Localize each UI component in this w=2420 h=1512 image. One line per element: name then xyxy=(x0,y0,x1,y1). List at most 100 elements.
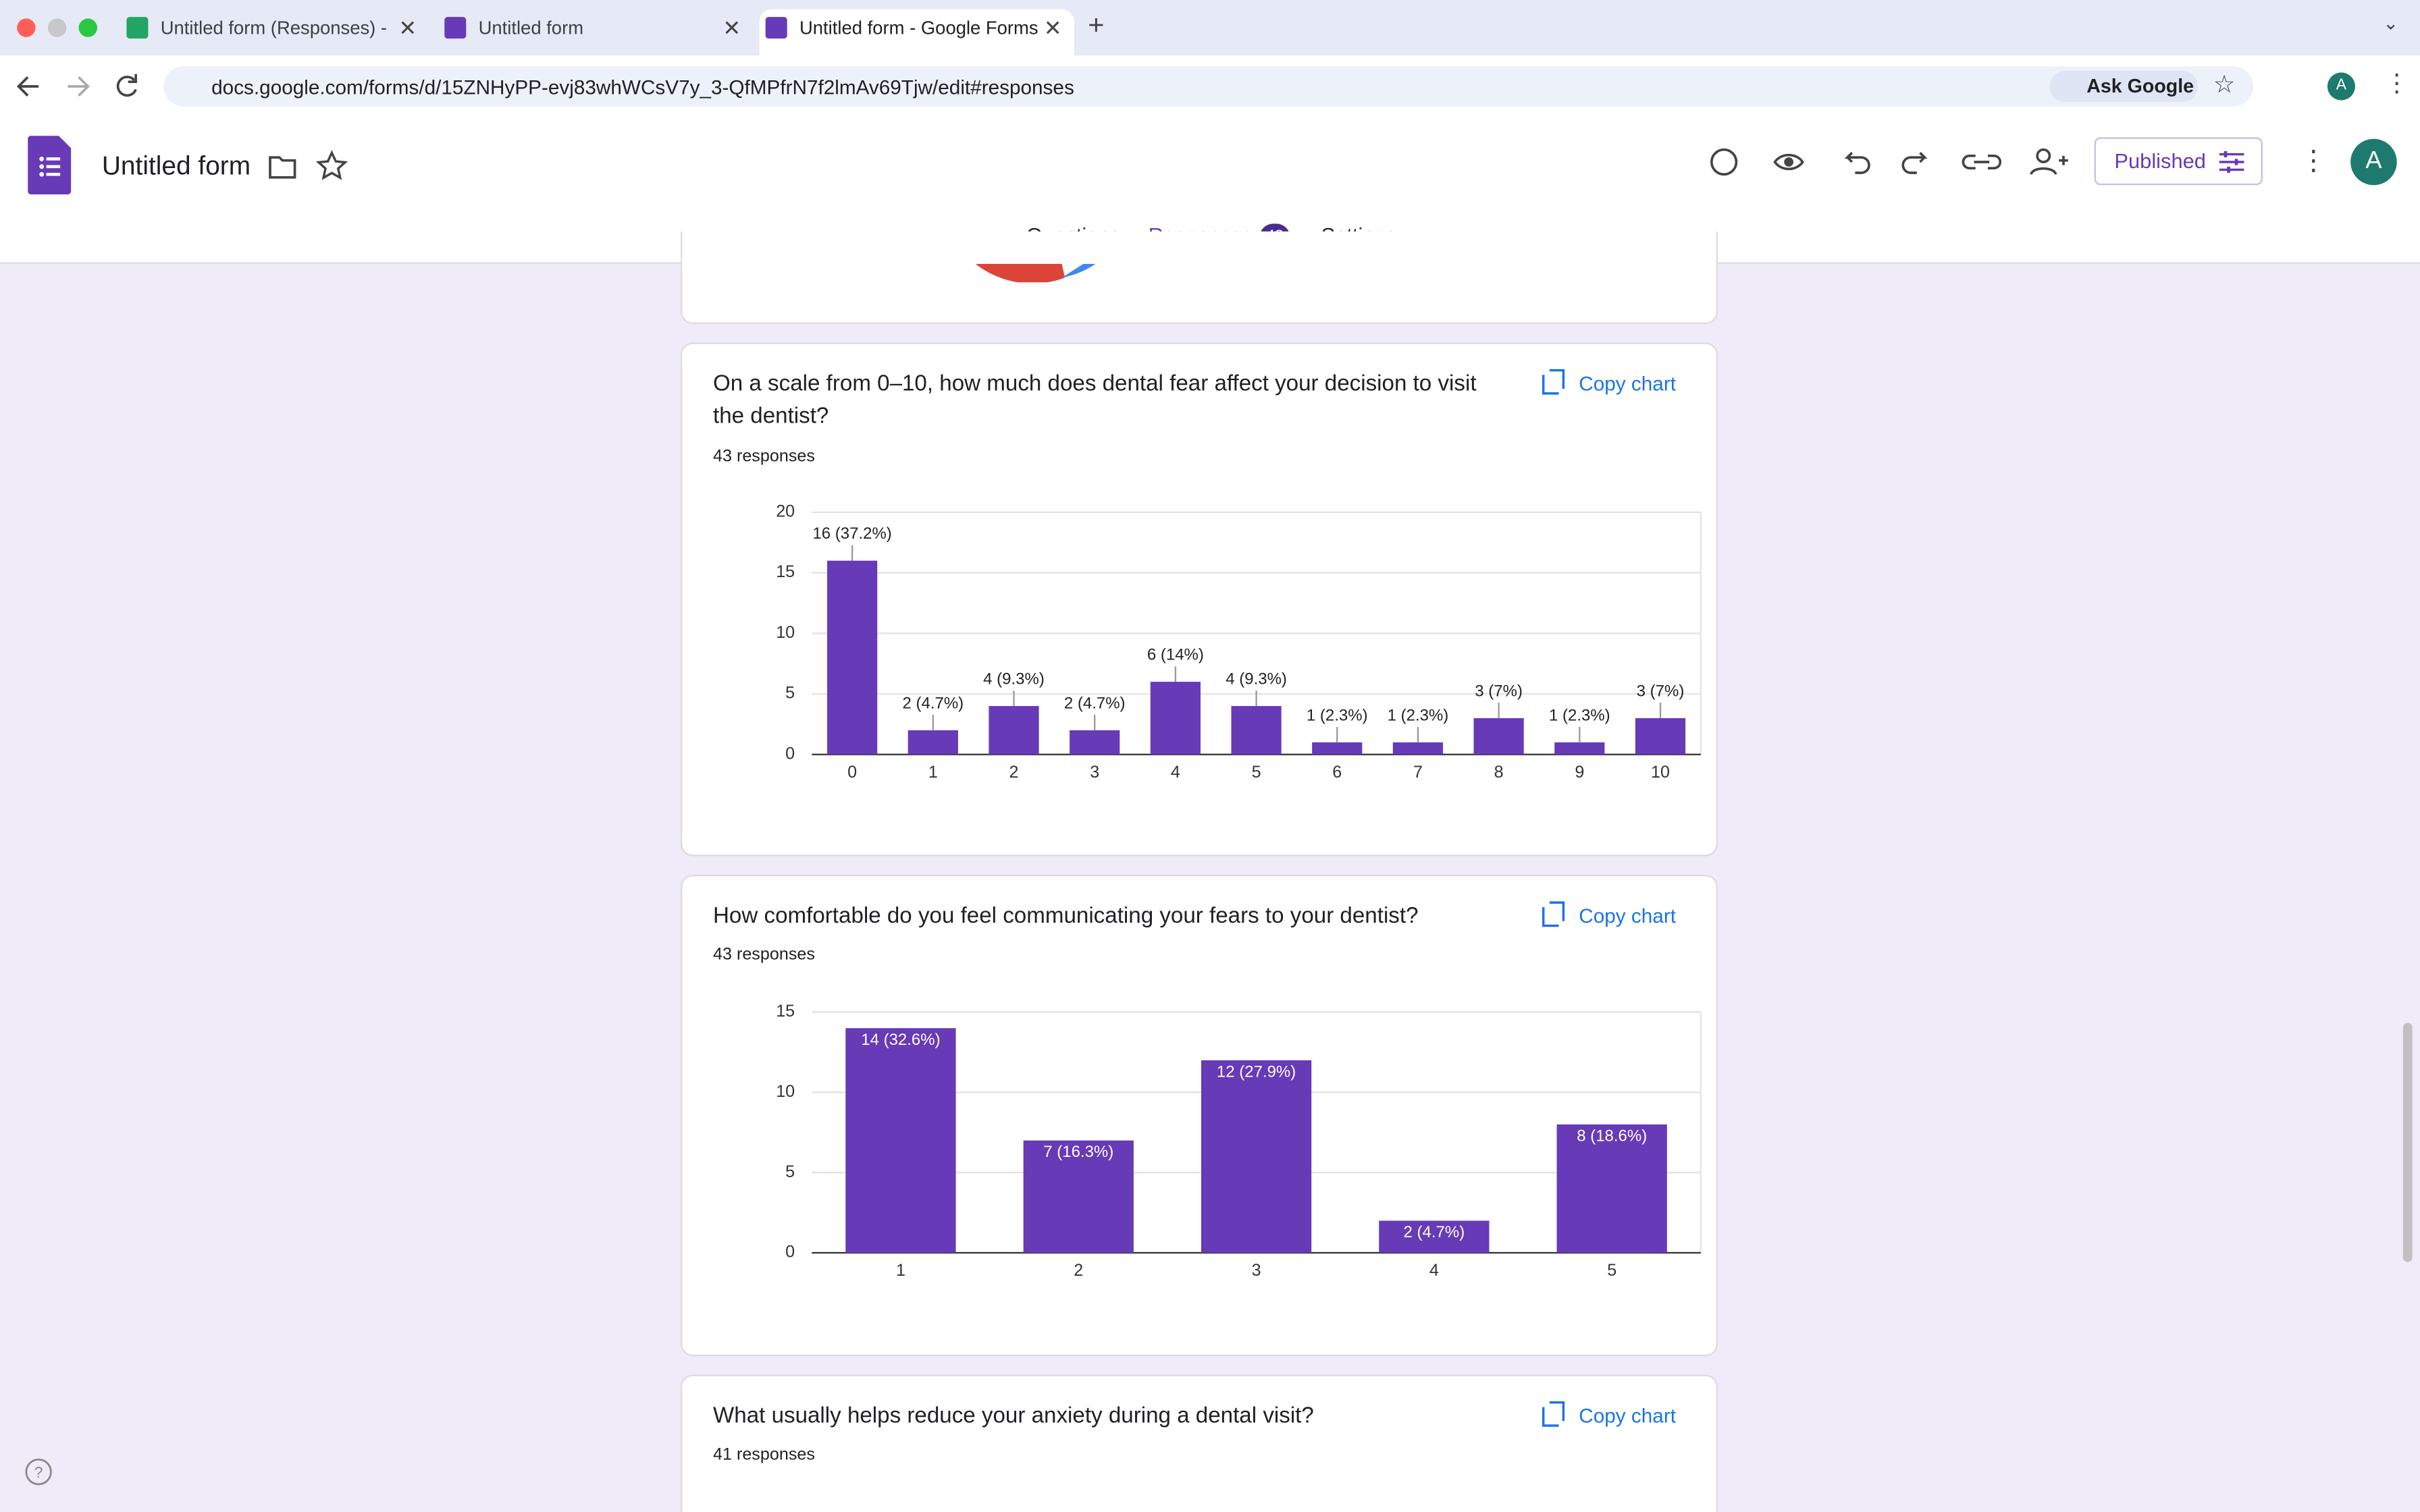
header-tools xyxy=(1710,148,2068,176)
value-label: 7 (16.3%) xyxy=(1043,1143,1113,1161)
ask-google-button[interactable] xyxy=(2049,71,2198,102)
new-tab[interactable]: + xyxy=(1088,9,1105,40)
y-tick-label: 5 xyxy=(785,684,795,703)
y-tick-label: 10 xyxy=(776,623,795,642)
title-icons xyxy=(269,150,348,180)
x-tick-label: 1 xyxy=(896,1261,905,1280)
bookmark-star[interactable]: ☆ xyxy=(2213,72,2236,99)
x-tick-label: 3 xyxy=(1252,1261,1261,1280)
bar xyxy=(1201,1060,1312,1253)
y-tick-label: 15 xyxy=(776,562,795,581)
bar xyxy=(1635,718,1686,755)
x-tick-label: 4 xyxy=(1171,763,1180,782)
browser-menu[interactable]: ⋮ xyxy=(2384,71,2409,97)
question-text: How comfortable do you feel communicatin… xyxy=(712,904,1419,929)
value-label: 4 (9.3%) xyxy=(1226,670,1287,688)
y-tick-label: 0 xyxy=(785,744,795,763)
x-tick-label: 8 xyxy=(1494,763,1504,782)
value-label: 1 (2.3%) xyxy=(1307,706,1368,724)
svg-text:?: ? xyxy=(34,1463,43,1481)
x-tick-label: 4 xyxy=(1429,1261,1439,1280)
pie-fragment xyxy=(975,263,1096,283)
active-tab[interactable]: Untitled form - Google Forms ✕ xyxy=(759,9,1074,56)
x-tick-label: 1 xyxy=(928,763,938,782)
bar xyxy=(1312,742,1363,755)
x-tick-label: 5 xyxy=(1607,1261,1616,1280)
previous-card xyxy=(680,231,1718,324)
tab-menu[interactable]: ⌄ xyxy=(2383,12,2399,34)
url: docs.google.com/forms/d/15ZNHyPP-evj83wh… xyxy=(211,75,1074,99)
y-tick-label: 20 xyxy=(776,502,795,520)
bar xyxy=(845,1028,956,1253)
more-menu[interactable]: ⋮ xyxy=(2299,144,2327,176)
bar xyxy=(1023,1140,1134,1253)
value-label: 16 (37.2%) xyxy=(812,524,891,543)
x-tick-label: 3 xyxy=(1090,763,1099,782)
published-label: Published xyxy=(2114,149,2206,173)
x-tick-label: 7 xyxy=(1413,763,1423,782)
x-tick-label: 10 xyxy=(1651,763,1670,782)
copy-chart[interactable]: Copy chart xyxy=(1579,1403,1676,1428)
bar xyxy=(1473,718,1524,755)
copy-chart[interactable]: Copy chart xyxy=(1579,904,1676,927)
response-count: 41 responses xyxy=(712,1445,815,1465)
ask-google-label: Ask Google xyxy=(2086,75,2194,97)
bar xyxy=(1070,730,1120,755)
bar xyxy=(1379,1220,1490,1253)
bar xyxy=(1556,1124,1667,1253)
question-card: What usually helps reduce your anxiety d… xyxy=(680,1374,1718,1512)
forms-logo xyxy=(28,136,72,194)
value-label: 6 (14%) xyxy=(1147,646,1204,664)
x-tick-label: 2 xyxy=(1074,1261,1083,1280)
response-count: 43 responses xyxy=(712,447,815,466)
bar xyxy=(1554,742,1605,755)
form-title[interactable]: Untitled form xyxy=(101,151,251,181)
x-tick-label: 5 xyxy=(1252,763,1261,782)
published-button[interactable] xyxy=(2094,137,2263,186)
bar xyxy=(1392,742,1444,755)
account-avatar[interactable]: A xyxy=(2350,138,2397,186)
value-label: 4 (9.3%) xyxy=(983,670,1045,688)
bar xyxy=(827,560,878,755)
bar xyxy=(1150,682,1201,755)
value-label: 2 (4.7%) xyxy=(902,694,964,712)
x-tick-label: 2 xyxy=(1009,763,1019,782)
tab[interactable]: Untitled form ✕ xyxy=(438,9,753,56)
y-tick-label: 10 xyxy=(776,1082,795,1101)
bar xyxy=(989,705,1039,755)
nav-buttons xyxy=(16,74,137,97)
tab-title: Untitled form xyxy=(478,17,584,39)
question-text: What usually helps reduce your anxiety d… xyxy=(712,1403,1314,1429)
value-label: 12 (27.9%) xyxy=(1217,1062,1296,1081)
tab-title: Untitled form (Responses) - Google Sheet… xyxy=(160,17,389,39)
window-controls xyxy=(17,18,97,37)
value-label: 1 (2.3%) xyxy=(1388,706,1449,724)
x-tick-label: 0 xyxy=(847,763,857,782)
profile-avatar[interactable]: A xyxy=(2327,72,2355,101)
value-label: 2 (4.7%) xyxy=(1064,694,1126,712)
x-tick-label: 6 xyxy=(1332,763,1342,782)
y-tick-label: 15 xyxy=(776,1002,795,1021)
published-icon xyxy=(2219,151,2244,173)
question-text: On a scale from 0–10, how much does dent… xyxy=(712,371,1477,429)
response-count: 43 responses xyxy=(712,946,815,965)
value-label: 3 (7%) xyxy=(1475,682,1523,700)
bar xyxy=(908,730,958,755)
value-label: 14 (32.6%) xyxy=(861,1031,940,1049)
value-label: 2 (4.7%) xyxy=(1404,1223,1465,1241)
y-tick-label: 5 xyxy=(785,1162,795,1181)
tab[interactable]: Untitled form (Responses) - Google Sheet… xyxy=(120,9,429,56)
bar xyxy=(1231,705,1282,755)
value-label: 1 (2.3%) xyxy=(1549,706,1610,724)
y-tick-label: 0 xyxy=(785,1243,795,1262)
address-field[interactable] xyxy=(163,66,2254,107)
value-label: 3 (7%) xyxy=(1637,682,1685,700)
x-tick-label: 9 xyxy=(1575,763,1584,782)
copy-chart[interactable]: Copy chart xyxy=(1579,371,1676,396)
tab-title: Untitled form - Google Forms xyxy=(799,17,1038,39)
tab-strip xyxy=(0,0,2420,56)
value-label: 8 (18.6%) xyxy=(1577,1127,1647,1145)
